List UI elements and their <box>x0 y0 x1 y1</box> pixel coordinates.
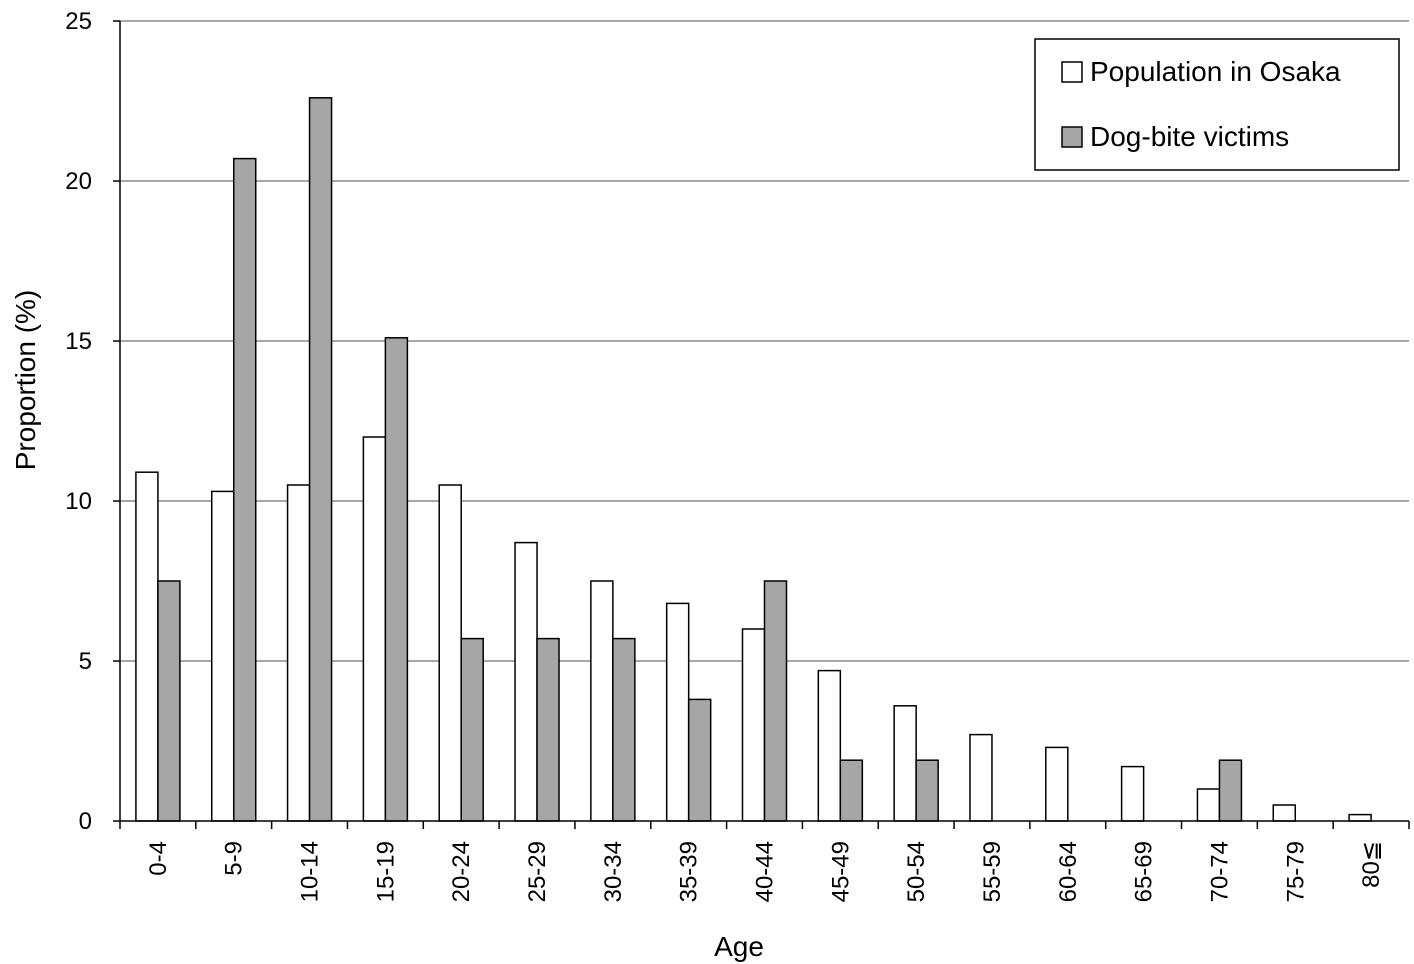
bar-population-45-49 <box>817 669 842 822</box>
legend: Population in Osaka Dog-bite victims <box>1034 38 1400 171</box>
y-tick-label-0: 0 <box>79 808 92 835</box>
bar-dog-bite-35-39 <box>687 698 712 822</box>
bar-dog-bite-15-19 <box>384 337 409 822</box>
bar-population-5-9 <box>210 490 235 822</box>
legend-swatch-dog-bite <box>1061 126 1083 148</box>
y-tick-label-15: 15 <box>65 328 92 355</box>
legend-box <box>1034 38 1400 171</box>
bar-dog-bite-10-14 <box>308 97 333 822</box>
x-tick-label-60-64: 60-64 <box>1055 841 1082 902</box>
x-tick-label-40-44: 40-44 <box>752 841 779 902</box>
x-tick-label-75-79: 75-79 <box>1282 841 1309 902</box>
x-tick-label-45-49: 45-49 <box>827 841 854 902</box>
y-tick-labels: 0 5 10 15 20 25 <box>65 8 92 835</box>
x-tick-label-15-19: 15-19 <box>372 841 399 902</box>
bar-population-30-34 <box>590 580 614 822</box>
bar-population-55-59 <box>969 733 993 822</box>
x-tick-label-55-59: 55-59 <box>979 841 1006 902</box>
gridlines <box>120 20 1409 662</box>
bars <box>135 97 1372 822</box>
y-tick-label-25: 25 <box>65 8 92 35</box>
bar-dog-bite-70-74 <box>1218 759 1243 822</box>
x-tick-label-30-34: 30-34 <box>600 841 627 902</box>
bar-population-25-29 <box>514 541 538 822</box>
x-axis-title: Age <box>714 931 764 962</box>
x-tick-label-20-24: 20-24 <box>448 841 475 902</box>
y-tick-label-20: 20 <box>65 168 92 195</box>
bar-population-50-54 <box>893 705 917 822</box>
bar-population-0-4 <box>135 471 159 822</box>
legend-swatch-population <box>1061 61 1083 83</box>
bar-dog-bite-0-4 <box>157 580 181 822</box>
bar-dog-bite-40-44 <box>763 580 788 822</box>
x-tick-label-10-14: 10-14 <box>297 841 324 902</box>
axes <box>113 20 1410 829</box>
x-tick-label-80≦: 80≦ <box>1358 841 1385 888</box>
bar-population-75-79 <box>1272 804 1297 822</box>
x-tick-label-50-54: 50-54 <box>903 841 930 902</box>
x-tick-label-65-69: 65-69 <box>1131 841 1158 902</box>
x-tick-label-0-4: 0-4 <box>145 841 172 876</box>
bar-dog-bite-25-29 <box>536 637 560 822</box>
x-tick-label-35-39: 35-39 <box>676 841 703 902</box>
legend-label-dog-bite: Dog-bite victims <box>1090 121 1289 152</box>
bar-population-35-39 <box>665 602 690 822</box>
x-tick-labels: 0-4 5-9 10-14 15-19 20-24 25-29 30-34 35-39 40-4… <box>145 841 1385 902</box>
bar-dog-bite-20-24 <box>460 637 484 822</box>
bar-dog-bite-50-54 <box>915 759 939 822</box>
x-tick-label-25-29: 25-29 <box>524 841 551 902</box>
y-tick-label-10: 10 <box>65 488 92 515</box>
bar-population-80≦ <box>1348 813 1372 822</box>
bar-population-65-69 <box>1120 765 1145 822</box>
y-tick-label-5: 5 <box>79 648 92 675</box>
bar-population-15-19 <box>362 436 387 822</box>
bar-dog-bite-30-34 <box>612 637 636 822</box>
bar-population-20-24 <box>438 484 462 822</box>
bar-population-10-14 <box>286 484 311 822</box>
x-tick-label-5-9: 5-9 <box>221 841 248 876</box>
bar-population-40-44 <box>741 628 766 822</box>
bar-population-70-74 <box>1196 788 1221 822</box>
legend-label-population: Population in Osaka <box>1090 56 1341 87</box>
x-tick-label-70-74: 70-74 <box>1206 841 1233 902</box>
bar-dog-bite-45-49 <box>839 759 864 822</box>
bar-dog-bite-5-9 <box>232 157 257 822</box>
y-axis-title: Proportion (%) <box>10 290 41 471</box>
bar-population-60-64 <box>1045 746 1069 822</box>
